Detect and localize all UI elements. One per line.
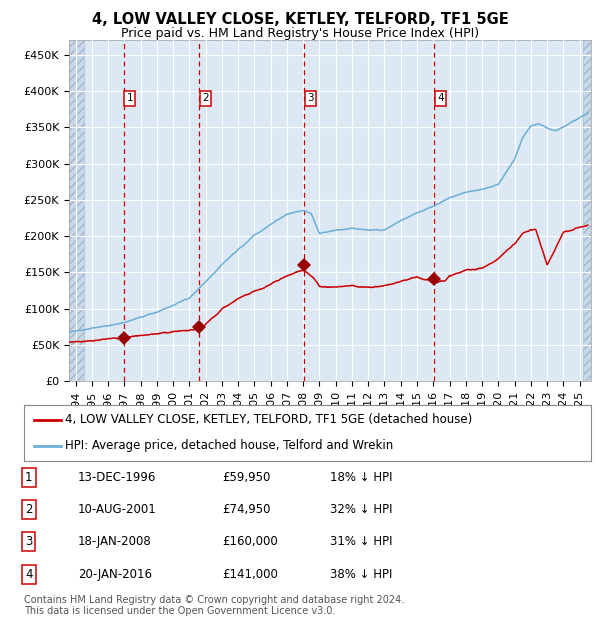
Text: 4: 4 [25, 568, 32, 580]
Text: 32% ↓ HPI: 32% ↓ HPI [330, 503, 392, 516]
Text: Contains HM Land Registry data © Crown copyright and database right 2024.
This d: Contains HM Land Registry data © Crown c… [24, 595, 404, 616]
Text: £59,950: £59,950 [222, 471, 271, 484]
Text: 10-AUG-2001: 10-AUG-2001 [78, 503, 157, 516]
Text: HPI: Average price, detached house, Telford and Wrekin: HPI: Average price, detached house, Telf… [65, 439, 394, 452]
Text: 38% ↓ HPI: 38% ↓ HPI [330, 568, 392, 580]
Text: Price paid vs. HM Land Registry's House Price Index (HPI): Price paid vs. HM Land Registry's House … [121, 27, 479, 40]
Text: 2: 2 [202, 94, 209, 104]
Text: 4: 4 [437, 94, 443, 104]
Text: 31% ↓ HPI: 31% ↓ HPI [330, 536, 392, 548]
Text: £74,950: £74,950 [222, 503, 271, 516]
Text: 18-JAN-2008: 18-JAN-2008 [78, 536, 152, 548]
Text: 4, LOW VALLEY CLOSE, KETLEY, TELFORD, TF1 5GE (detached house): 4, LOW VALLEY CLOSE, KETLEY, TELFORD, TF… [65, 414, 473, 427]
Text: £141,000: £141,000 [222, 568, 278, 580]
Text: £160,000: £160,000 [222, 536, 278, 548]
Text: 4, LOW VALLEY CLOSE, KETLEY, TELFORD, TF1 5GE: 4, LOW VALLEY CLOSE, KETLEY, TELFORD, TF… [92, 12, 508, 27]
Text: 18% ↓ HPI: 18% ↓ HPI [330, 471, 392, 484]
Text: 20-JAN-2016: 20-JAN-2016 [78, 568, 152, 580]
Text: 3: 3 [25, 536, 32, 548]
Text: 2: 2 [25, 503, 32, 516]
Text: 1: 1 [127, 94, 133, 104]
Text: 1: 1 [25, 471, 32, 484]
Text: 3: 3 [307, 94, 314, 104]
Text: 13-DEC-1996: 13-DEC-1996 [78, 471, 157, 484]
